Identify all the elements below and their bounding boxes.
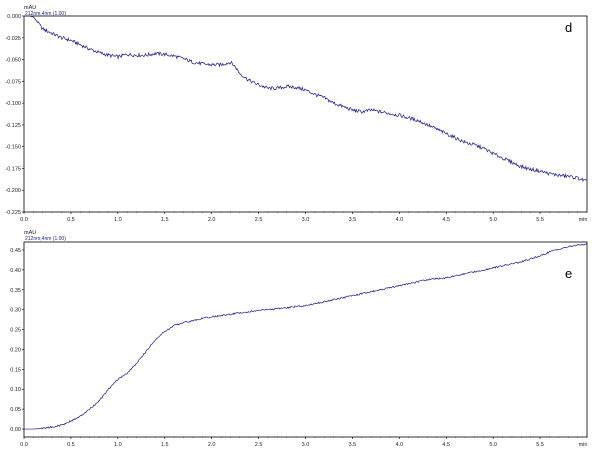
x-tick-label: 1.0 — [114, 442, 122, 448]
x-axis-unit-label: min — [579, 217, 588, 223]
y-tick-label: -0.225 — [5, 210, 21, 216]
series-group — [24, 15, 588, 182]
x-tick-label: 1.5 — [161, 442, 169, 448]
x-axis-ticks: 0.0 0.5 1.0 1.5 2.0 2.5 3.0 3.5 4.0 4.5 5.0 5.5 min — [20, 437, 587, 448]
x-tick-label: 4.0 — [396, 217, 404, 223]
y-tick-label: -0.025 — [5, 36, 21, 42]
x-tick-label: 3.0 — [302, 217, 310, 223]
series-legend-label: 212nm,4nm (1.00) — [25, 11, 66, 17]
x-tick-label: 4.0 — [396, 442, 404, 448]
plot-border — [23, 241, 588, 438]
x-tick-label: 3.5 — [349, 217, 357, 223]
chart-panel-d: mAU 212nm,4nm (1.00) d 0.000 -0.025 -0.050… — [5, 5, 587, 223]
y-tick-label: 0.15 — [10, 367, 21, 373]
y-tick-label: -0.175 — [5, 166, 21, 172]
plot-border — [23, 15, 588, 213]
plot-frame — [23, 241, 588, 438]
y-tick-label: -0.125 — [5, 123, 21, 129]
x-tick-label: 3.5 — [349, 442, 357, 448]
series-group — [24, 243, 588, 430]
y-tick-label: 0.20 — [10, 347, 21, 353]
y-tick-label: -0.200 — [5, 188, 21, 194]
y-axis-ticks: 0.000 -0.025 -0.050 -0.075 -0.100 -0.125 -0.15… — [5, 14, 24, 216]
y-axis-unit-label: mAU — [24, 230, 36, 236]
x-tick-label: 1.0 — [114, 217, 122, 223]
x-tick-label: 5.5 — [536, 442, 544, 448]
x-tick-label: 2.5 — [255, 442, 263, 448]
x-tick-label: 5.0 — [489, 442, 497, 448]
x-tick-label: 0.5 — [67, 217, 75, 223]
x-tick-label: 0.0 — [20, 442, 28, 448]
x-axis-unit-label: min — [579, 442, 588, 448]
x-tick-label: 2.0 — [208, 217, 216, 223]
series-line — [24, 15, 588, 182]
y-tick-label: 0.35 — [10, 288, 21, 294]
chart-panel-e: mAU 212nm,4nm (1.00) e 0.450.400.350.300… — [10, 230, 587, 448]
x-tick-label: 3.0 — [302, 442, 310, 448]
y-tick-label: -0.100 — [5, 101, 21, 107]
y-tick-label: 0.40 — [10, 268, 21, 274]
x-tick-label: 4.5 — [442, 442, 450, 448]
x-tick-label: 2.0 — [208, 442, 216, 448]
y-tick-label: 0.05 — [10, 407, 21, 413]
x-tick-label: 5.5 — [536, 217, 544, 223]
y-tick-label: -0.050 — [5, 58, 21, 64]
plot-frame — [23, 15, 588, 213]
x-axis-ticks: 0.0 0.5 1.0 1.5 2.0 2.5 3.0 3.5 4.0 4.5 5.0 5.5 min — [20, 212, 587, 223]
x-tick-label: 0.5 — [67, 442, 75, 448]
y-tick-label: -0.075 — [5, 79, 21, 85]
panel-letter: d — [565, 20, 572, 35]
y-tick-label: 0.45 — [10, 248, 21, 254]
x-tick-label: 1.5 — [161, 217, 169, 223]
x-tick-label: 5.0 — [489, 217, 497, 223]
y-tick-label: -0.150 — [5, 145, 21, 151]
y-axis-ticks: 0.45 0.40 0.35 0.30 0.25 0.20 0.15 0.10 0.05 0.00 — [10, 248, 24, 433]
y-tick-label: 0.25 — [10, 328, 21, 334]
x-tick-label: 4.5 — [442, 217, 450, 223]
y-tick-label: 0.30 — [10, 308, 21, 314]
series-line — [24, 243, 588, 430]
y-axis-unit-label: mAU — [24, 5, 36, 11]
x-tick-label: 0.0 — [20, 217, 28, 223]
series-legend-label: 212nm,4nm (1.00) — [25, 236, 66, 242]
y-tick-label: 0.10 — [10, 387, 21, 393]
x-tick-label: 2.5 — [255, 217, 263, 223]
y-tick-label: 0.000 — [7, 14, 21, 20]
y-tick-label: 0.00 — [10, 427, 21, 433]
panel-letter: e — [565, 266, 572, 281]
